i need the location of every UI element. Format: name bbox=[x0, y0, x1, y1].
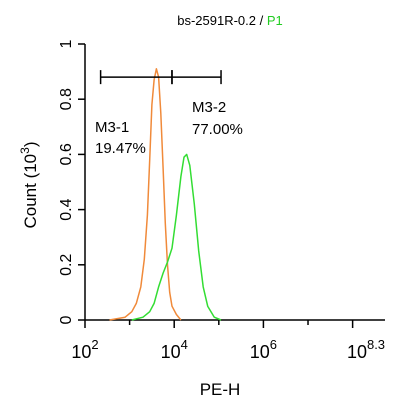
series-2-line bbox=[131, 153, 222, 321]
y-tick-label: 0.2 bbox=[58, 254, 75, 276]
y-tick-label: 0 bbox=[58, 315, 75, 324]
x-axis-label: PE-H bbox=[200, 380, 241, 399]
x-tick-label: 102 bbox=[71, 337, 98, 362]
chart-title-sample: bs-2591R-0.2 bbox=[177, 13, 256, 28]
x-tick-base: 10 bbox=[347, 342, 367, 362]
y-axis-label: Count (103) bbox=[18, 141, 40, 228]
x-tick-exponent: 6 bbox=[270, 337, 277, 352]
x-ticks: 102 104 106 108.3 bbox=[71, 320, 385, 362]
y-tick-label: 1 bbox=[58, 39, 75, 48]
series-1-line bbox=[109, 68, 182, 321]
gates-group: M3-1 19.47% M3-2 77.00% bbox=[95, 70, 243, 157]
x-tick-label: 104 bbox=[161, 337, 188, 362]
x-tick-base: 10 bbox=[71, 342, 91, 362]
y-axis-label-exponent: 3 bbox=[18, 147, 32, 154]
chart-title-gate: P1 bbox=[267, 13, 283, 28]
chart-title-separator: / bbox=[256, 13, 267, 28]
gate-name: M3-2 bbox=[192, 99, 226, 116]
series-group bbox=[109, 68, 222, 321]
x-tick-exponent: 8.3 bbox=[367, 337, 385, 352]
y-tick-label: 0.8 bbox=[58, 88, 75, 110]
y-ticks: 0 0.2 0.4 0.6 0.8 1 bbox=[58, 39, 85, 324]
x-tick-base: 10 bbox=[161, 342, 181, 362]
x-tick-exponent: 2 bbox=[91, 337, 98, 352]
gate-percent: 19.47% bbox=[95, 140, 146, 157]
y-axis-label-close: ) bbox=[21, 141, 40, 147]
gate-name: M3-1 bbox=[95, 119, 129, 136]
y-axis-label-text: Count (10 bbox=[21, 154, 40, 229]
x-tick-base: 10 bbox=[250, 342, 270, 362]
y-tick-label: 0.4 bbox=[58, 198, 75, 220]
x-tick-label: 106 bbox=[250, 337, 277, 362]
gate-percent: 77.00% bbox=[192, 121, 243, 138]
x-tick-exponent: 4 bbox=[181, 337, 188, 352]
chart-title: bs-2591R-0.2 / P1 bbox=[177, 13, 283, 28]
x-tick-label: 108.3 bbox=[347, 337, 385, 362]
y-tick-label: 0.6 bbox=[58, 143, 75, 165]
